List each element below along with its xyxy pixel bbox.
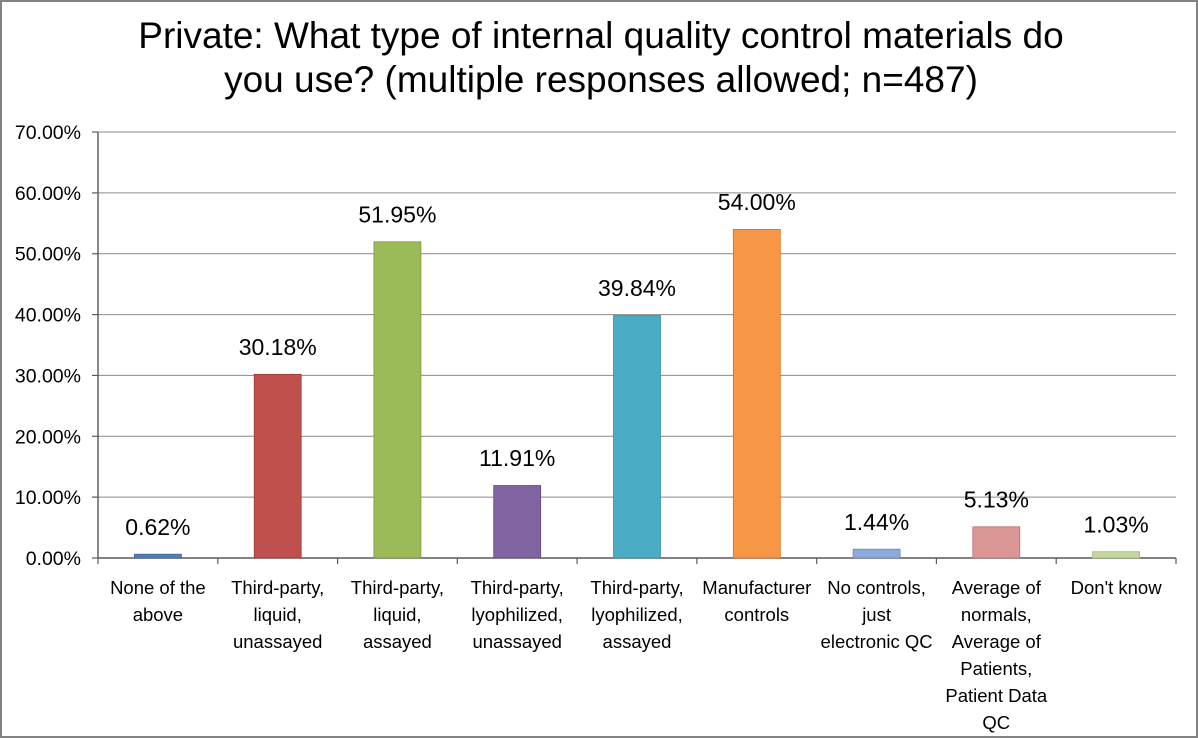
svg-text:lyophilized,: lyophilized,	[471, 604, 563, 625]
svg-text:Don't know: Don't know	[1071, 577, 1163, 598]
svg-text:Average of: Average of	[952, 631, 1042, 652]
svg-text:controls: controls	[724, 604, 789, 625]
svg-text:liquid,: liquid,	[254, 604, 302, 625]
svg-text:70.00%: 70.00%	[15, 122, 81, 144]
svg-text:Third-party,: Third-party,	[351, 577, 444, 598]
svg-text:just: just	[861, 604, 891, 625]
svg-text:0.62%: 0.62%	[125, 514, 190, 540]
svg-text:30.00%: 30.00%	[15, 365, 81, 387]
svg-text:liquid,: liquid,	[373, 604, 421, 625]
svg-text:lyophilized,: lyophilized,	[591, 604, 683, 625]
svg-text:40.00%: 40.00%	[15, 305, 81, 327]
svg-text:1.44%: 1.44%	[844, 509, 909, 535]
svg-text:electronic QC: electronic QC	[821, 631, 933, 652]
svg-text:Patients,: Patients,	[960, 658, 1032, 679]
svg-text:Average of: Average of	[952, 577, 1042, 598]
svg-text:Patient Data: Patient Data	[945, 685, 1048, 706]
svg-text:30.18%: 30.18%	[239, 334, 317, 360]
svg-text:51.95%: 51.95%	[358, 202, 436, 228]
svg-text:1.03%: 1.03%	[1083, 511, 1148, 537]
svg-text:No controls,: No controls,	[827, 577, 926, 598]
svg-text:unassayed: unassayed	[472, 631, 561, 652]
svg-text:normals,: normals,	[961, 604, 1032, 625]
svg-text:QC: QC	[982, 712, 1010, 733]
svg-text:11.91%: 11.91%	[479, 445, 555, 471]
svg-text:unassayed: unassayed	[233, 631, 322, 652]
svg-text:54.00%: 54.00%	[718, 189, 796, 215]
svg-text:0.00%: 0.00%	[26, 548, 81, 570]
svg-text:above: above	[133, 604, 183, 625]
svg-text:5.13%: 5.13%	[964, 487, 1029, 513]
svg-text:assayed: assayed	[603, 631, 672, 652]
svg-text:None of the: None of the	[110, 577, 206, 598]
svg-text:39.84%: 39.84%	[598, 275, 676, 301]
svg-text:assayed: assayed	[363, 631, 432, 652]
svg-text:60.00%: 60.00%	[15, 183, 81, 205]
svg-text:Third-party,: Third-party,	[231, 577, 324, 598]
svg-text:10.00%: 10.00%	[15, 487, 81, 509]
svg-text:Manufacturer: Manufacturer	[702, 577, 811, 598]
svg-text:20.00%: 20.00%	[15, 426, 81, 448]
svg-text:Third-party,: Third-party,	[471, 577, 564, 598]
svg-text:50.00%: 50.00%	[15, 244, 81, 266]
svg-text:Third-party,: Third-party,	[590, 577, 683, 598]
